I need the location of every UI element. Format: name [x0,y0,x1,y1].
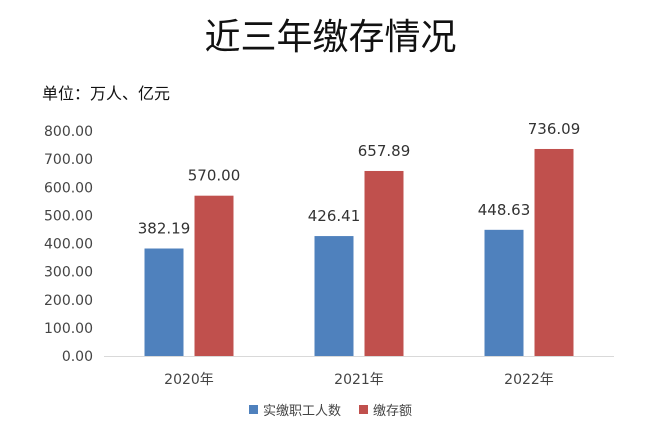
legend-label-deposit: 缴存额 [373,404,413,419]
y-tick-label: 300.00 [44,265,93,281]
y-tick-label: 700.00 [44,152,93,168]
y-tick-label: 200.00 [44,293,93,309]
x-category-label: 2020年 [164,372,214,388]
legend: 实缴职工人数 缴存额 [0,400,661,419]
legend-swatch-workers [248,405,258,414]
data-label: 426.41 [308,207,361,225]
data-label: 736.09 [528,120,581,138]
legend-item-workers: 实缴职工人数 [248,400,341,419]
data-label: 570.00 [188,167,241,185]
chart-title: 近三年缴存情况 [204,17,457,58]
y-tick-label: 500.00 [44,208,93,224]
bar-deposit [534,148,574,356]
data-label: 448.63 [478,201,531,219]
x-category-label: 2021年 [334,372,384,388]
y-tick-label: 100.00 [44,321,93,337]
unit-label: 单位：万人、亿元 [42,84,171,103]
y-tick-label: 800.00 [44,124,93,140]
data-label: 382.19 [138,220,191,238]
legend-swatch-deposit [359,405,368,414]
x-category-label: 2022年 [504,372,554,388]
data-label: 657.89 [358,142,411,160]
legend-label-workers: 实缴职工人数 [262,404,341,419]
bar-workers [314,236,354,356]
y-tick-label: 600.00 [44,180,93,196]
bar-workers [484,229,524,356]
legend-item-deposit: 缴存额 [359,400,412,419]
y-tick-label: 400.00 [44,237,93,253]
bar-workers [144,248,184,356]
bar-deposit [364,170,404,356]
bar-deposit [194,195,234,356]
y-tick-label: 0.00 [62,349,93,365]
